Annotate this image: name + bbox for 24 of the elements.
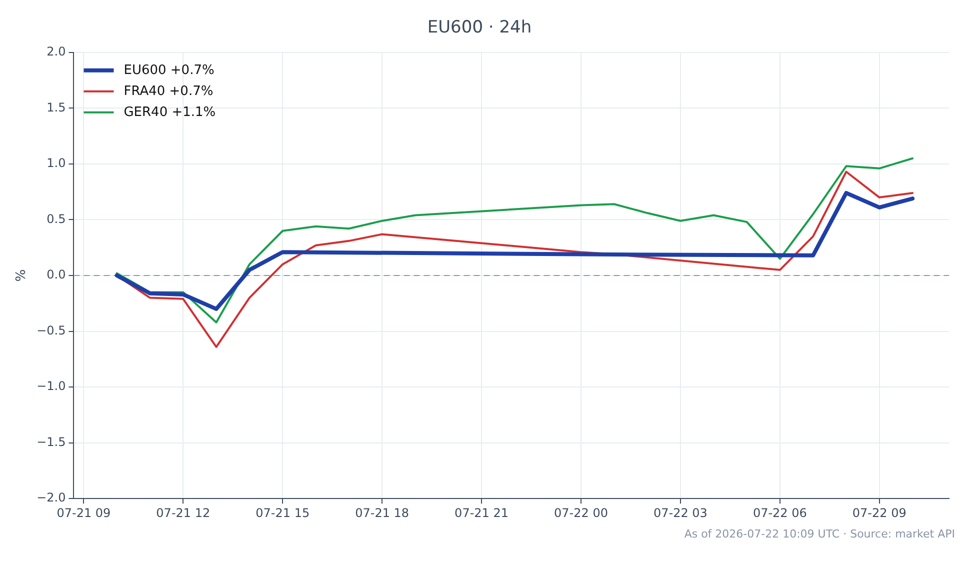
x-tick-label: 07-22 03 [653, 506, 708, 520]
x-tick-label: 07-22 00 [554, 506, 608, 520]
x-tick-label: 07-21 21 [454, 506, 509, 520]
x-tick-label: 07-21 09 [56, 506, 111, 520]
legend-label: GER40 +1.1% [124, 104, 216, 120]
y-tick-label: −1.0 [36, 379, 66, 394]
y-tick-label: 0.0 [46, 268, 66, 282]
y-tick-label: 0.5 [46, 212, 66, 226]
x-tick-label: 07-22 09 [852, 506, 906, 520]
y-tick-label: −2.0 [36, 490, 66, 505]
y-tick-label: 2.0 [46, 44, 66, 59]
legend-label: FRA40 +0.7% [124, 84, 214, 99]
y-axis-title: % [14, 269, 30, 282]
chart-title: EU600 · 24h [427, 18, 532, 38]
legend-label: EU600 +0.7% [124, 62, 214, 78]
y-tick-label: 1.0 [46, 156, 66, 170]
x-tick-label: 07-21 18 [355, 506, 410, 520]
y-tick-label: −1.5 [36, 434, 66, 449]
y-tick-label: −0.5 [36, 323, 66, 338]
text: As of 2026-07-22 10:09 UTC · Source: market API [684, 527, 955, 540]
x-tick-label: 07-22 06 [752, 506, 807, 520]
x-tick-label: 07-21 15 [256, 506, 310, 520]
x-tick-label: 07-21 12 [156, 506, 210, 520]
y-tick-label: 1.5 [46, 100, 66, 114]
